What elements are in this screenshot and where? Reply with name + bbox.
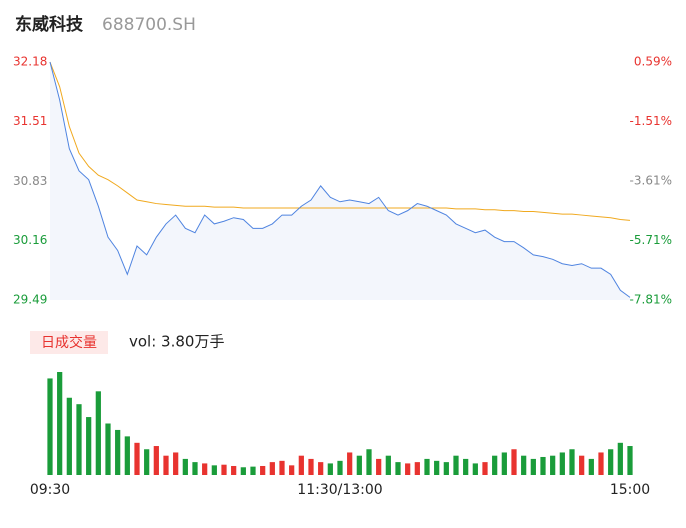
volume-bar <box>530 458 536 475</box>
volume-bar <box>76 404 82 475</box>
volume-bar <box>192 462 198 475</box>
volume-bar <box>482 462 488 475</box>
volume-bar <box>608 449 614 475</box>
volume-bar <box>405 463 411 475</box>
price-area <box>50 62 630 300</box>
volume-bar <box>202 463 208 475</box>
volume-bar <box>569 449 575 475</box>
volume-bar <box>327 463 333 475</box>
y2-tick-label: -5.71% <box>630 233 672 247</box>
volume-bar <box>231 465 237 475</box>
volume-bar <box>105 423 111 475</box>
volume-bar <box>318 462 324 475</box>
volume-bar <box>221 464 227 475</box>
volume-bar <box>347 452 353 475</box>
volume-bar <box>434 460 440 475</box>
y-tick-label: 32.18 <box>13 55 47 69</box>
stock-code: 688700.SH <box>102 15 196 35</box>
volume-bar <box>492 455 498 475</box>
volume-bar <box>163 455 169 475</box>
volume-summary: vol: 3.80万手 <box>129 333 224 351</box>
y2-tick-label: 0.59% <box>634 55 672 69</box>
volume-bar <box>598 452 604 475</box>
volume-bar <box>627 446 633 475</box>
line-average <box>49 61 631 221</box>
volume-bar <box>521 455 527 475</box>
volume-bar <box>376 458 382 475</box>
volume-bar <box>453 455 459 475</box>
volume-bar <box>66 397 72 475</box>
volume-bar <box>57 372 63 475</box>
volume-bar <box>153 446 159 475</box>
x-tick-label: 09:30 <box>30 482 70 498</box>
volume-bar <box>144 449 150 475</box>
y2-tick-label: -3.61% <box>630 174 672 188</box>
volume-bar <box>250 466 256 475</box>
volume-bar <box>115 429 121 475</box>
volume-bar <box>86 417 92 475</box>
volume-bar <box>579 455 585 475</box>
volume-bar <box>501 452 507 475</box>
volume-bar <box>588 458 594 475</box>
volume-bar <box>550 455 556 475</box>
x-tick-label: 15:00 <box>610 482 650 498</box>
volume-bar <box>424 458 430 475</box>
volume-bar <box>124 436 130 475</box>
y-tick-label: 30.16 <box>13 233 47 247</box>
volume-bar <box>356 455 362 475</box>
volume-bar <box>182 458 188 475</box>
volume-bar <box>337 460 343 475</box>
volume-bar <box>240 467 246 475</box>
volume-bar <box>559 452 565 475</box>
volume-bar <box>617 442 623 475</box>
volume-bar <box>298 455 304 475</box>
volume-bar <box>472 463 478 475</box>
volume-bar <box>47 378 53 475</box>
volume-bar <box>463 458 469 475</box>
volume-bar <box>173 452 179 475</box>
volume-bar <box>385 455 391 475</box>
volume-bar <box>414 462 420 475</box>
volume-bar <box>279 460 285 475</box>
volume-bar <box>134 442 140 475</box>
volume-bar <box>443 462 449 475</box>
volume-bar <box>260 465 266 475</box>
volume-bar <box>95 391 101 475</box>
volume-bar <box>289 465 295 475</box>
y-tick-label: 30.83 <box>13 174 47 188</box>
volume-bar <box>540 456 546 475</box>
x-tick-label: 11:30/13:00 <box>297 482 382 498</box>
y-tick-label: 31.51 <box>13 114 47 128</box>
volume-bar <box>211 465 217 475</box>
volume-tag <box>30 331 108 354</box>
y2-tick-label: -7.81% <box>630 293 672 307</box>
stock-name: 东威科技 <box>15 14 84 35</box>
y2-tick-label: -1.51% <box>630 114 672 128</box>
volume-bar <box>511 449 517 475</box>
volume-bar <box>269 462 275 475</box>
volume-bar <box>395 462 401 475</box>
volume-label: 日成交量 <box>41 334 97 351</box>
volume-bar <box>308 458 314 475</box>
y-tick-label: 29.49 <box>13 293 47 307</box>
volume-bar <box>366 449 372 475</box>
line-price <box>49 61 631 298</box>
